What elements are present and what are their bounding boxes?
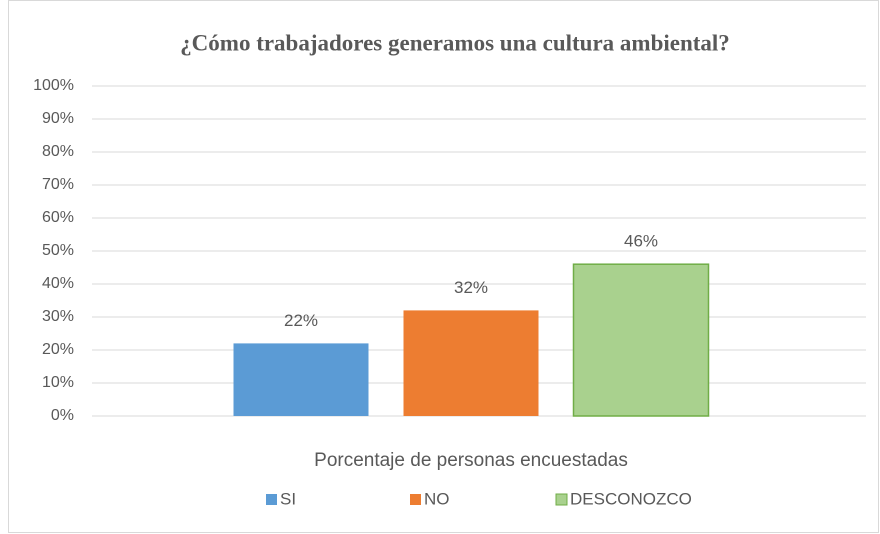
y-tick-label: 20%	[42, 341, 74, 358]
y-tick-label: 0%	[51, 407, 74, 424]
data-label: 46%	[624, 232, 658, 251]
y-tick-label: 80%	[42, 143, 74, 160]
y-tick-label: 50%	[42, 242, 74, 259]
data-label: 22%	[284, 311, 318, 330]
bar	[233, 343, 369, 416]
chart-title: ¿Cómo trabajadores generamos una cultura…	[180, 30, 730, 55]
legend-swatch	[410, 494, 421, 505]
bar	[572, 263, 710, 417]
legend-label: DESCONOZCO	[570, 489, 692, 508]
y-tick-label: 30%	[42, 308, 74, 325]
y-tick-label: 90%	[42, 110, 74, 127]
y-tick-label: 100%	[33, 77, 74, 94]
data-label: 32%	[454, 278, 488, 297]
chart-border	[8, 0, 879, 533]
y-tick-label: 70%	[42, 176, 74, 193]
legend-label: NO	[424, 489, 450, 508]
y-tick-label: 60%	[42, 209, 74, 226]
y-tick-label: 10%	[42, 374, 74, 391]
legend-label: SI	[280, 489, 296, 508]
legend-swatch	[555, 493, 568, 506]
x-category-label: Porcentaje de personas encuestadas	[314, 450, 628, 471]
y-tick-label: 40%	[42, 275, 74, 292]
bar	[403, 310, 539, 416]
legend-swatch	[266, 494, 277, 505]
